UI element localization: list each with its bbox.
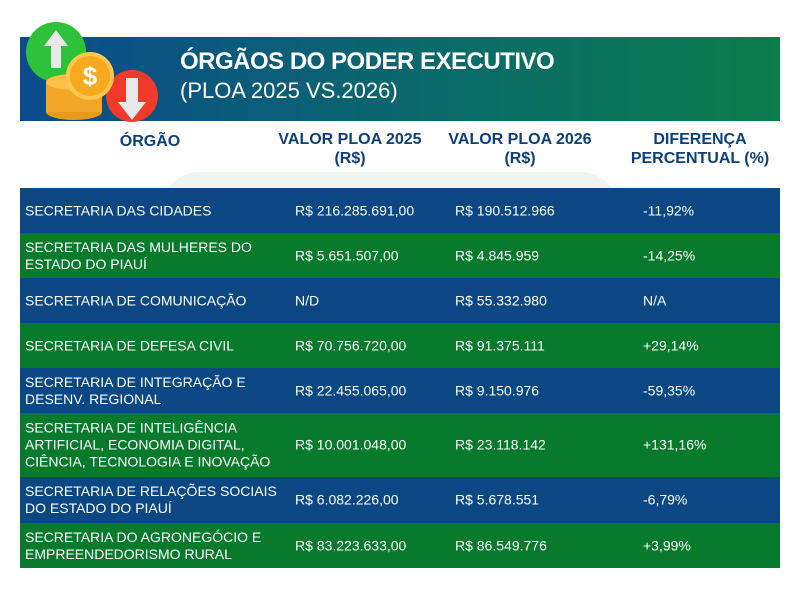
diferenca-cell: +29,14% xyxy=(643,337,699,353)
table-row: SECRETARIA DE INTEGRAÇÃO E DESENV. REGIO… xyxy=(20,368,780,413)
table-row: SECRETARIA DAS MULHERES DO ESTADO DO PIA… xyxy=(20,233,780,278)
ploa-2026-cell: R$ 190.512.966 xyxy=(455,202,555,218)
orgao-cell: SECRETARIA DAS CIDADES xyxy=(25,202,212,218)
ploa-2025-cell: N/D xyxy=(295,292,320,308)
ploa-2026-cell: R$ 5.678.551 xyxy=(455,491,540,508)
column-header-ploa-2025: VALOR PLOA 2025 (R$) xyxy=(278,131,422,167)
orgao-cell: SECRETARIA DO AGRONEGÓCIO E EMPREENDEDOR… xyxy=(25,528,262,562)
ploa-2026-cell: R$ 4.845.959 xyxy=(455,247,540,263)
table-row: SECRETARIA DE RELAÇÕES SOCIAIS DO ESTADO… xyxy=(20,477,780,523)
svg-text:$: $ xyxy=(83,61,98,91)
ploa-2025-cell: R$ 22.455.065,00 xyxy=(295,382,407,398)
column-header-orgao: ÓRGÃO xyxy=(119,133,181,150)
ploa-2026-cell: R$ 91.375.111 xyxy=(455,337,545,353)
orgao-cell: SECRETARIA DE DEFESA CIVIL xyxy=(25,337,235,353)
ploa-2026-cell: R$ 23.118.142 xyxy=(455,436,546,453)
ploa-2026-cell: R$ 86.549.776 xyxy=(455,537,547,553)
ploa-2025-cell: R$ 6.082.226,00 xyxy=(295,491,399,508)
diferenca-cell: +131,16% xyxy=(643,436,707,453)
ploa-2026-cell: R$ 55.332.980 xyxy=(455,292,547,308)
diferenca-cell: N/A xyxy=(643,292,667,308)
orgao-cell: SECRETARIA DE RELAÇÕES SOCIAIS DO ESTADO… xyxy=(25,483,277,516)
diferenca-cell: -59,35% xyxy=(643,382,696,398)
diferenca-cell: -11,92% xyxy=(643,202,695,218)
ploa-2026-cell: R$ 9.150.976 xyxy=(455,382,540,398)
table-row: SECRETARIA DO AGRONEGÓCIO E EMPREENDEDOR… xyxy=(20,523,780,568)
orgao-cell: SECRETARIA DE INTEGRAÇÃO E DESENV. REGIO… xyxy=(25,373,246,407)
page-title: ÓRGÃOS DO PODER EXECUTIVO xyxy=(180,48,555,75)
ploa-2025-cell: R$ 216.285.691,00 xyxy=(295,202,415,218)
diferenca-cell: +3,99% xyxy=(643,537,691,553)
table-row: SECRETARIA DE INTELIGÊNCIA ARTIFICIAL, E… xyxy=(20,413,780,477)
ploa-2025-cell: R$ 70.756.720,00 xyxy=(295,337,407,353)
diferenca-cell: -14,25% xyxy=(643,247,696,263)
ploa-2025-cell: R$ 10.001.048,00 xyxy=(295,436,407,453)
diferenca-cell: -6,79% xyxy=(643,491,688,508)
table-row: SECRETARIA DE COMUNICAÇÃO N/D R$ 55.332.98… xyxy=(20,278,780,323)
table-row: SECRETARIA DAS CIDADES R$ 216.285.691,00 R… xyxy=(20,188,780,233)
orgao-cell: SECRETARIA DE INTELIGÊNCIA ARTIFICIAL, E… xyxy=(25,419,271,470)
page-subtitle: (PLOA 2025 VS.2026) xyxy=(180,78,398,103)
column-header-ploa-2026: VALOR PLOA 2026 (R$) xyxy=(448,131,592,167)
orgao-cell: SECRETARIA DE COMUNICAÇÃO xyxy=(25,292,247,308)
ploa-2025-cell: R$ 5.651.507,00 xyxy=(295,247,399,263)
column-header-diferenca: DIFERENÇA PERCENTUAL (%) xyxy=(630,131,770,167)
money-up-down-icon: $ xyxy=(26,22,158,122)
orgao-cell: SECRETARIA DAS MULHERES DO ESTADO DO PIA… xyxy=(25,238,252,272)
table-row: SECRETARIA DE DEFESA CIVIL R$ 70.756.720,… xyxy=(20,323,780,368)
ploa-2025-cell: R$ 83.223.633,00 xyxy=(295,537,407,553)
